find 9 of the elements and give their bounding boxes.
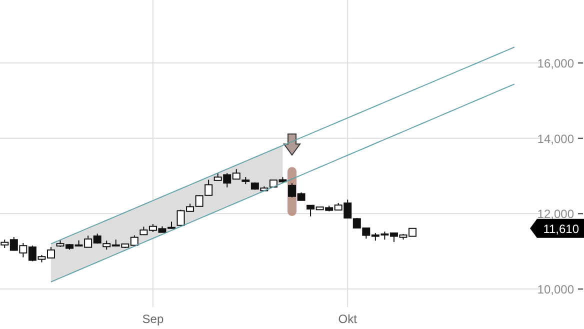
annotation: 11,610	[543, 222, 580, 236]
y-tick-label: 10,000	[537, 282, 574, 297]
y-tick-label: 16,000	[537, 56, 574, 70]
y-tick-label: 12,000	[537, 207, 574, 222]
line-series	[50, 84, 515, 282]
x-tick-label: Okt	[338, 312, 358, 326]
x-tick-label: Sep	[142, 312, 164, 326]
y-tick-label: 14,000	[537, 132, 574, 146]
line-series	[50, 46, 515, 244]
